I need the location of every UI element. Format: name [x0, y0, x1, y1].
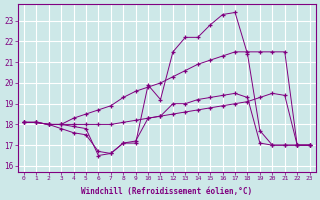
X-axis label: Windchill (Refroidissement éolien,°C): Windchill (Refroidissement éolien,°C)	[81, 187, 252, 196]
